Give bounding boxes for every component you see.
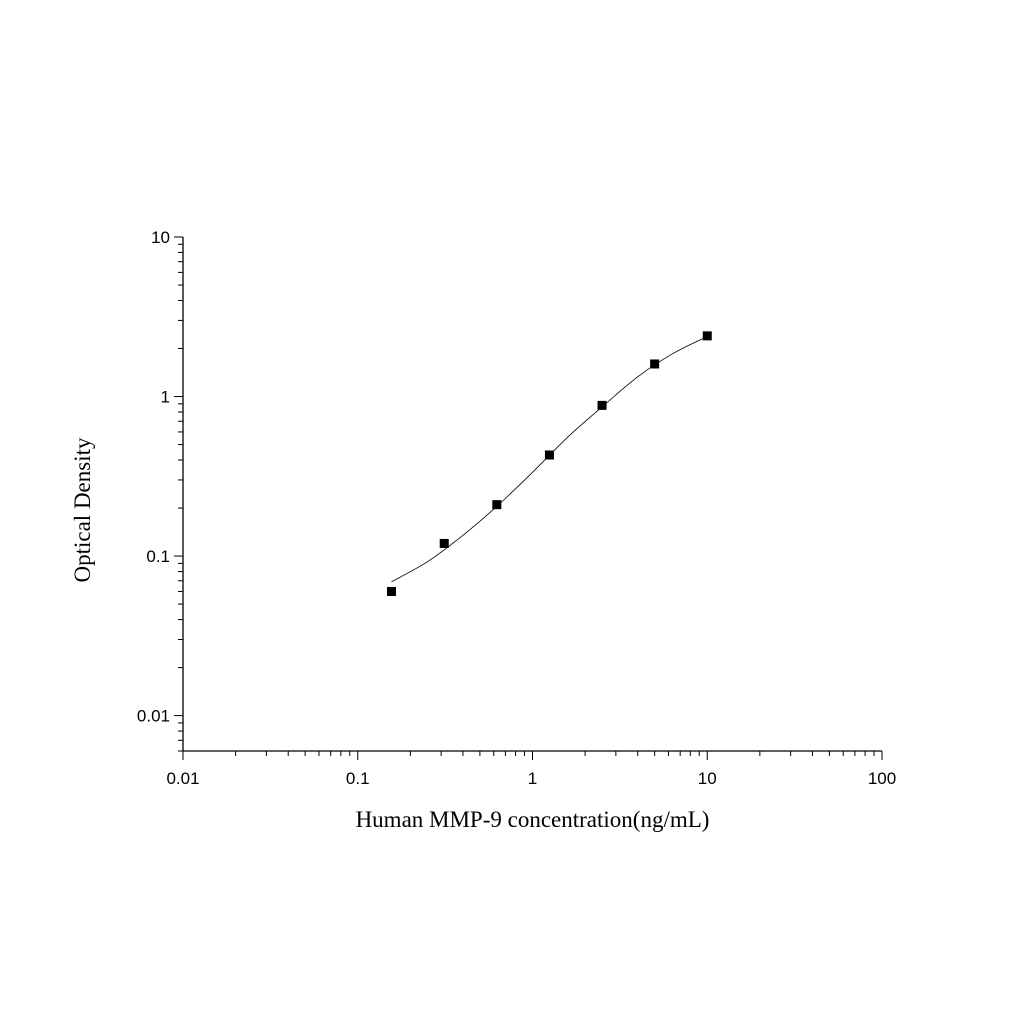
x-tick-label: 100 bbox=[868, 769, 896, 788]
data-point bbox=[544, 450, 554, 460]
x-tick-label: 1 bbox=[528, 769, 537, 788]
x-axis-ticks: 0.01 0.1 1 10 100 bbox=[166, 751, 896, 788]
y-tick-label: 10 bbox=[151, 228, 170, 247]
y-tick-label: 0.01 bbox=[137, 707, 170, 726]
y-axis-ticks: 0.01 0.1 1 10 bbox=[137, 228, 183, 752]
data-points bbox=[386, 331, 712, 596]
y-tick-label: 1 bbox=[161, 388, 170, 407]
data-point bbox=[386, 586, 396, 596]
y-tick-label: 0.1 bbox=[146, 547, 170, 566]
data-point bbox=[439, 538, 449, 548]
data-point bbox=[597, 400, 607, 410]
x-tick-label: 10 bbox=[698, 769, 717, 788]
data-point bbox=[492, 500, 502, 510]
axes bbox=[182, 237, 882, 752]
y-axis-title: Optical Density bbox=[70, 437, 95, 582]
data-point bbox=[650, 359, 660, 369]
x-tick-label: 0.01 bbox=[166, 769, 199, 788]
data-point bbox=[702, 331, 712, 341]
x-tick-label: 0.1 bbox=[346, 769, 370, 788]
x-axis-title: Human MMP-9 concentration(ng/mL) bbox=[356, 807, 710, 832]
